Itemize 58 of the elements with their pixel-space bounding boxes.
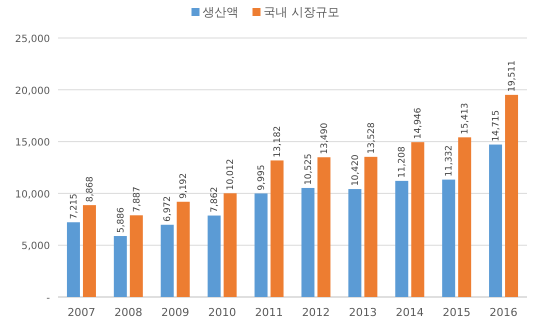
- x-tick-label: 2012: [302, 306, 330, 319]
- data-label: 10,420: [350, 154, 361, 186]
- bar: [66, 222, 80, 297]
- x-tick-label: 2008: [114, 306, 142, 319]
- y-tick-label: 20,000: [15, 86, 50, 97]
- data-label: 9,192: [179, 173, 190, 199]
- data-label: 7,887: [132, 186, 142, 212]
- bar: [254, 193, 268, 297]
- data-label: 15,413: [460, 102, 471, 134]
- bar: [270, 160, 284, 297]
- legend-label: 생산액: [202, 5, 238, 19]
- y-tick-label: -: [46, 293, 50, 304]
- x-tick-label: 2015: [442, 306, 471, 319]
- bar: [82, 205, 96, 297]
- bar: [301, 188, 314, 297]
- data-label: 8,868: [85, 176, 96, 202]
- y-tick-label: 25,000: [15, 34, 50, 45]
- y-tick-label: 5,000: [21, 241, 50, 252]
- x-tick-label: 2010: [208, 306, 236, 319]
- data-label: 14,715: [492, 110, 502, 142]
- data-label: 11,208: [398, 146, 408, 178]
- bar: [489, 144, 502, 297]
- x-tick-label: 2009: [161, 306, 190, 319]
- bar: [176, 202, 190, 297]
- data-label: 13,490: [320, 122, 330, 154]
- legend-label: 국내 시장규모: [264, 5, 340, 19]
- bar: [458, 137, 472, 297]
- bar: [208, 216, 221, 297]
- x-tick-label: 2007: [67, 306, 96, 319]
- bar: [317, 157, 330, 297]
- data-label: 5,886: [116, 206, 126, 234]
- bar: [411, 142, 424, 297]
- x-tick-label: 2016: [490, 306, 518, 319]
- data-label: 7,215: [69, 193, 80, 220]
- y-tick-label: 15,000: [15, 138, 50, 149]
- bar: [224, 193, 237, 297]
- bar: [130, 215, 143, 297]
- bar: [160, 224, 174, 297]
- x-tick-label: 2014: [396, 306, 424, 319]
- data-label: 10,012: [226, 158, 236, 190]
- data-label: 13,528: [366, 122, 377, 154]
- x-tick-label: 2011: [255, 306, 284, 319]
- bar: [364, 156, 378, 297]
- data-label: 6,972: [163, 196, 174, 222]
- data-label: 7,862: [210, 186, 220, 213]
- data-label: 19,511: [508, 60, 518, 92]
- data-label: 9,995: [257, 164, 268, 190]
- bar: [114, 236, 127, 297]
- bar: [348, 189, 362, 297]
- data-label: 14,946: [414, 107, 424, 140]
- bar: [442, 180, 456, 297]
- x-tick-label: 2013: [348, 306, 377, 319]
- data-label: 13,182: [273, 126, 284, 158]
- data-label: 10,525: [304, 153, 314, 185]
- data-label: 11,332: [444, 145, 455, 177]
- bar: [505, 94, 518, 297]
- y-tick-label: 10,000: [15, 189, 50, 200]
- bar: [395, 180, 408, 297]
